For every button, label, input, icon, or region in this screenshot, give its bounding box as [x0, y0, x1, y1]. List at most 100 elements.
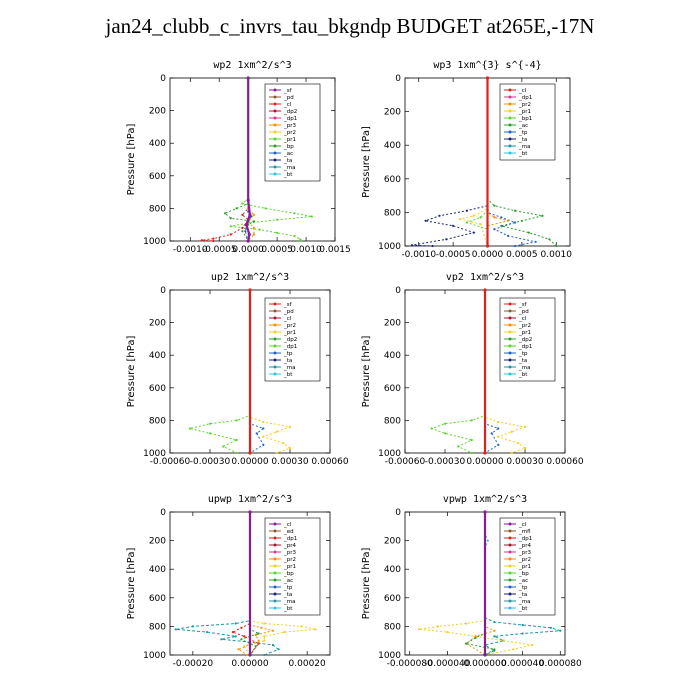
series-point [549, 626, 553, 629]
legend-label: _ac [518, 123, 528, 129]
series-point [493, 648, 496, 651]
series-line-1 [430, 290, 486, 454]
series-point [252, 226, 255, 230]
legend-label: _pr2 [518, 323, 531, 329]
series-point [240, 626, 243, 629]
series-point [234, 622, 237, 625]
series-point [534, 240, 537, 243]
series-point [263, 622, 266, 625]
series-point [248, 213, 252, 217]
x-tick-label: 0.00020 [289, 659, 326, 669]
y-tick-label: 800 [149, 622, 166, 632]
legend-label: _ac [518, 578, 528, 584]
series-point [231, 631, 234, 634]
series-point [212, 239, 215, 243]
series-line-6 [465, 78, 488, 246]
legend-marker [508, 302, 512, 306]
series-point [229, 225, 232, 228]
series-point [521, 623, 524, 627]
legend-label: _bp1 [518, 116, 532, 122]
series-point [260, 626, 263, 629]
y-axis-label: Pressure [hPa] [361, 336, 372, 408]
legend-label: _ta [518, 358, 527, 364]
series-point [246, 239, 250, 243]
legend-marker [508, 151, 512, 155]
series-point [523, 425, 527, 428]
figure-title: jan24_clubb_c_invrs_tau_bkgndp BUDGET at… [105, 14, 595, 38]
series-point [458, 218, 462, 221]
legend-label: _pr1 [283, 564, 296, 570]
series-point [521, 632, 524, 635]
legend-marker [273, 522, 277, 526]
x-tick-label: 0.0000 [472, 250, 504, 260]
y-tick-label: 0 [160, 508, 166, 518]
legend-label: _tp [518, 351, 528, 357]
series-point [271, 643, 274, 647]
x-tick-label: -0.000040 [424, 659, 470, 669]
y-tick-label: 400 [384, 141, 401, 151]
series-point [241, 202, 244, 205]
y-tick-label: 600 [149, 384, 166, 394]
series-point [257, 642, 260, 645]
series-point [248, 510, 252, 514]
series-line-4 [464, 512, 496, 656]
series-point [483, 451, 487, 455]
legend-label: _dp2 [518, 337, 532, 343]
series-point [191, 625, 194, 628]
series-line-5 [244, 78, 252, 242]
series-point [220, 638, 223, 641]
legend-marker [273, 309, 277, 313]
legend-label: _pr1 [283, 137, 296, 143]
series-point [240, 638, 243, 641]
legend-marker [273, 351, 277, 355]
x-tick-label: 0.00060 [546, 457, 583, 467]
legend-marker [273, 606, 277, 610]
legend-marker [273, 102, 277, 106]
y-tick-label: 1000 [143, 237, 166, 247]
legend-label: _cl [518, 522, 527, 528]
series-point [248, 653, 252, 657]
y-axis-label: Pressure [hPa] [126, 548, 137, 620]
series-point [470, 451, 473, 455]
series-point [252, 233, 255, 236]
panel-title: wp3 1xm^{3} s^{-4} [433, 60, 541, 71]
series-point [247, 232, 251, 237]
legend-marker [508, 372, 512, 376]
legend-marker [273, 358, 277, 362]
series-point [271, 629, 274, 632]
legend-marker [273, 543, 277, 547]
series-point [472, 214, 475, 217]
series-point [507, 219, 510, 222]
series-point [263, 635, 266, 638]
series-point [275, 451, 278, 455]
y-axis-label: Pressure [hPa] [361, 126, 372, 198]
legend-marker [508, 522, 512, 526]
series-point [485, 76, 490, 80]
y-tick-label: 400 [149, 565, 166, 575]
legend-marker [273, 88, 277, 92]
plot-frame [169, 77, 336, 242]
legend-marker [273, 95, 277, 99]
y-tick-label: 200 [384, 537, 401, 547]
panel-4: vp2 1xm^2/s^3 Pressure [hPa] 0 200 400 600 800… [361, 272, 584, 467]
series-line-1 [175, 512, 280, 656]
legend-label: _pr2 [518, 557, 531, 563]
series-point [258, 228, 261, 231]
x-tick-label: 0.00030 [506, 457, 543, 467]
y-tick-label: 600 [149, 594, 166, 604]
x-tick-label: 0.00060 [311, 457, 348, 467]
series-point [490, 432, 493, 435]
y-tick-label: 800 [384, 208, 401, 218]
legend-label: _sf [518, 302, 528, 308]
series-point [502, 639, 505, 642]
series-point [229, 233, 232, 236]
legend-marker [273, 550, 277, 554]
panel-2: wp3 1xm^{3} s^{-4} Pressure [hPa] 0 200 400 6… [361, 60, 572, 260]
series-point [443, 432, 447, 435]
x-tick-label: 0.0015 [319, 245, 351, 255]
legend-label: _pr2 [283, 557, 296, 563]
series-point [262, 420, 265, 424]
series-point [206, 631, 209, 634]
legend-label: _dp1 [518, 95, 532, 101]
x-tick-label: 0.000040 [501, 659, 544, 669]
